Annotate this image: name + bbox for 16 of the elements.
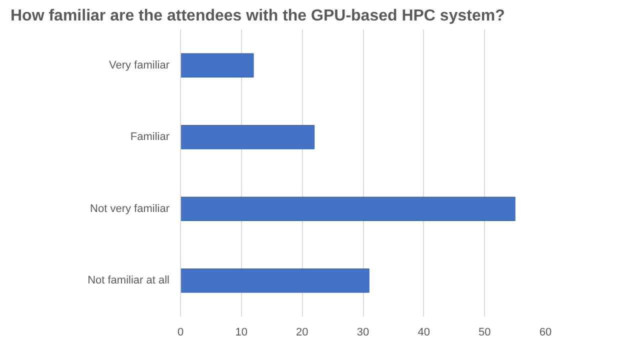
y-tick-label: Not very familiar	[90, 202, 170, 215]
bar	[180, 53, 254, 78]
x-tick-label: 0	[177, 326, 184, 338]
y-tick-label: Not familiar at all	[88, 274, 170, 287]
bar	[180, 125, 315, 150]
y-tick-label: Very familiar	[108, 59, 170, 72]
x-tick-label: 40	[418, 326, 430, 338]
y-tick-label: Familiar	[130, 131, 170, 144]
x-tick-label: 10	[235, 326, 248, 338]
x-tick-label: 60	[539, 326, 552, 338]
bar	[180, 196, 516, 221]
x-tick-label: 20	[296, 326, 308, 338]
x-tick-label: 50	[478, 326, 491, 338]
x-tick-label: 30	[356, 326, 370, 338]
chart-title: How familiar are the attendees with the GPU-based HPC system?	[10, 8, 505, 24]
bar	[180, 268, 370, 293]
